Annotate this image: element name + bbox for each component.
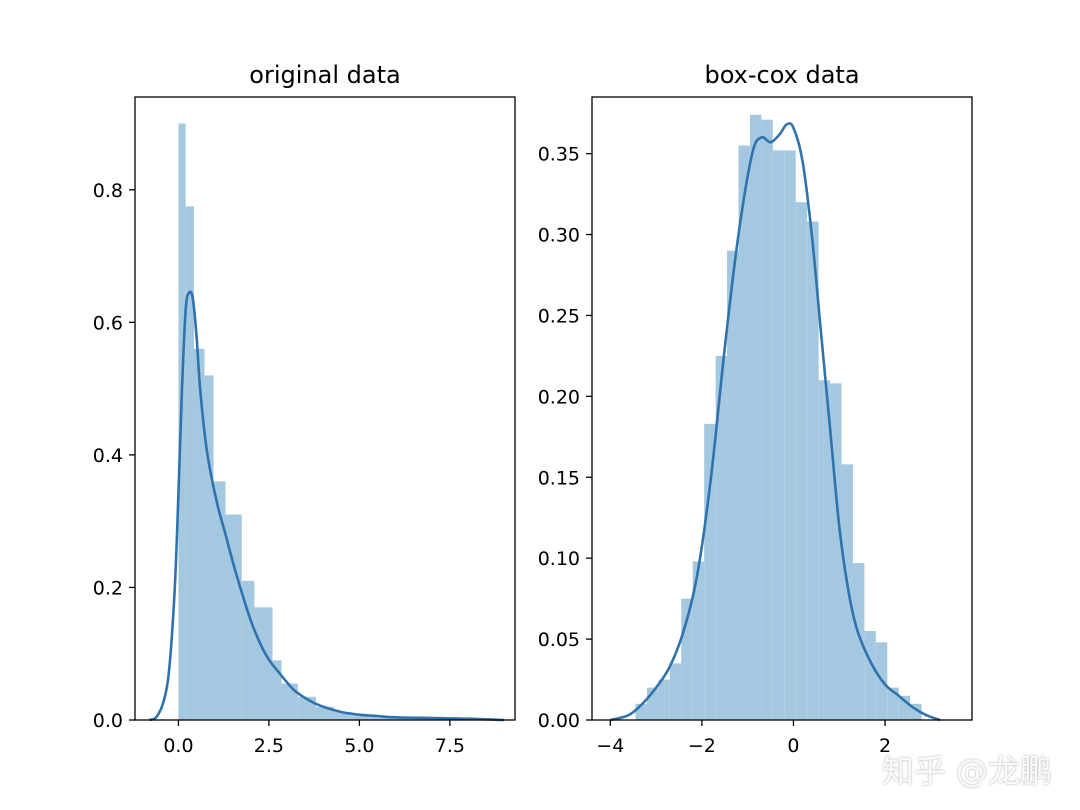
y-tick-label: 0.4 <box>93 445 123 467</box>
histogram-bar <box>185 206 194 720</box>
histogram-bar <box>795 202 808 720</box>
axis-ticks: 0.0 2.5 5.0 7.5 0.0 0.2 0.4 0.6 0.8 <box>93 180 465 757</box>
histogram-bar <box>910 703 922 720</box>
subplot-box-cox-data: box-cox data −4 −2 0 2 0.00 0.05 0.10 0.15 0.20 0… <box>538 61 973 757</box>
histogram-bar <box>213 481 226 720</box>
histogram-bar <box>193 348 205 720</box>
histogram-bar <box>830 383 842 720</box>
histogram-bar <box>370 716 396 720</box>
axes-frame <box>134 96 516 721</box>
histogram-bar <box>658 679 670 720</box>
x-tick-label: −2 <box>688 735 716 757</box>
kde-curve <box>609 122 941 722</box>
histogram-bars <box>178 123 505 721</box>
histogram-bar <box>864 631 876 720</box>
histogram-bar <box>818 380 831 720</box>
histogram-bar <box>852 563 865 720</box>
y-tick-label: 0.05 <box>538 629 580 651</box>
histogram-bar <box>761 119 773 721</box>
axes-frame <box>591 96 973 721</box>
histogram-bar <box>352 714 371 720</box>
histogram-bar <box>254 607 273 720</box>
y-tick-label: 0.8 <box>93 180 123 202</box>
y-tick-label: 0.0 <box>93 710 123 732</box>
histogram-bar <box>784 150 796 720</box>
y-tick-label: 0.25 <box>538 305 580 327</box>
x-tick-label: 2 <box>879 735 891 757</box>
y-tick-label: 0.10 <box>538 548 580 570</box>
histogram-bar <box>749 114 762 721</box>
watermark-text: 知乎 @龙鹏 <box>881 752 1052 790</box>
histogram-bar <box>727 250 739 720</box>
y-tick-label: 0.6 <box>93 312 123 334</box>
x-tick-label: 0 <box>787 735 799 757</box>
y-tick-label: 0.15 <box>538 467 580 489</box>
histogram-bar <box>715 355 728 720</box>
y-tick-label: 0.35 <box>538 144 580 166</box>
histogram-bar <box>281 683 298 720</box>
axis-ticks: −4 −2 0 2 0.00 0.05 0.10 0.15 0.20 0.25 0.30 0.35 <box>538 144 891 757</box>
histogram-bar <box>204 375 214 720</box>
histogram-bar <box>898 695 911 720</box>
histogram-bar <box>241 580 255 720</box>
x-tick-label: 0.0 <box>163 735 193 757</box>
histogram-bar <box>681 598 693 720</box>
x-tick-label: 7.5 <box>435 735 465 757</box>
y-tick-label: 0.2 <box>93 577 123 599</box>
y-tick-label: 0.20 <box>538 386 580 408</box>
kde-curve <box>148 290 505 722</box>
histogram-bar <box>807 221 819 720</box>
chart-title: box-cox data <box>704 61 859 89</box>
histogram-bar <box>841 464 853 720</box>
histogram-bar <box>704 423 716 720</box>
histogram-bar <box>334 712 353 720</box>
histogram-bar <box>225 514 242 720</box>
histogram-bar <box>646 687 659 720</box>
subplot-original-data: original data 0.0 2.5 5.0 7.50.00.20.40.60.… <box>93 61 516 757</box>
x-tick-label: −4 <box>596 735 624 757</box>
histogram-bar <box>887 687 899 720</box>
x-tick-label: 5.0 <box>344 735 374 757</box>
histogram-bar <box>669 663 682 720</box>
histogram-bar <box>635 703 647 720</box>
x-tick-label: 2.5 <box>254 735 284 757</box>
histogram-bar <box>738 145 750 720</box>
histogram-bar <box>272 660 282 720</box>
histogram-bar <box>772 150 785 720</box>
histogram-bars <box>635 114 922 721</box>
y-tick-label: 0.30 <box>538 225 580 247</box>
y-tick-label: 0.00 <box>538 710 580 732</box>
chart-title: original data <box>249 61 400 89</box>
histogram-bar <box>692 561 705 720</box>
